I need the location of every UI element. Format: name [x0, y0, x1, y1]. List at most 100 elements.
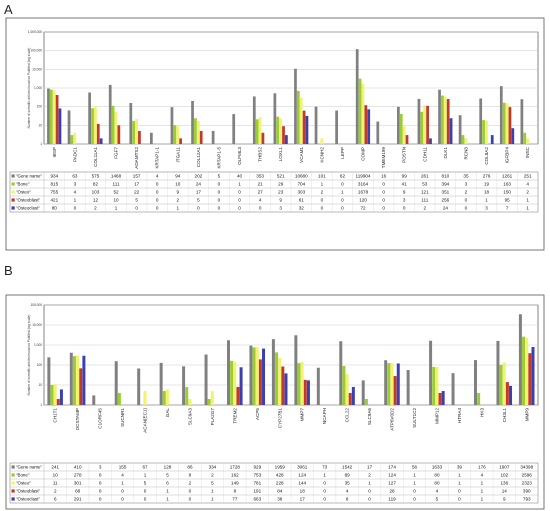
p0-category-label: INSC	[525, 146, 530, 158]
p0-table-cell: 353	[256, 174, 264, 179]
p1-category-label: DCSTAMP	[75, 408, 80, 430]
p1-table-cell: 0	[99, 497, 102, 502]
p1-data-table: "Gene name" 241 410 3 155 67 128 86 334 1728 929 19…	[9, 462, 539, 504]
p0-table-cell: 94	[175, 174, 181, 179]
p0-bar-osteo	[73, 132, 77, 144]
p1-bar-osteo	[233, 361, 237, 405]
p1-table-cell: 10	[53, 473, 59, 478]
p1-bar-bone	[297, 363, 301, 405]
p1-bar-osteoclast	[306, 380, 310, 405]
p1-category-label: CYP27B1	[277, 408, 282, 429]
p0-table-cell: 101	[318, 174, 326, 179]
p1-y-tick-label: 1	[40, 403, 42, 407]
p1-table-cell: 1607	[499, 465, 510, 470]
p0-bar-bone	[173, 125, 177, 144]
p0-bar-gene	[376, 121, 380, 144]
p1-bar-bone	[72, 356, 76, 405]
p1-table-cell: 5	[211, 481, 214, 486]
p0-table-cell: 4	[74, 190, 77, 195]
p0-bar-osteoclast	[99, 138, 103, 144]
p1-bar-gene	[47, 357, 51, 405]
p0-table-cell: 0	[156, 190, 159, 195]
p0-bar-osteo	[361, 83, 365, 144]
p1-bar-osteo	[435, 366, 439, 405]
p0-bar-osteoblast	[508, 107, 512, 144]
p1-category-label: NCAPH	[322, 408, 327, 424]
p1-table-cell: 5	[144, 481, 147, 486]
p0-bar-gene	[294, 68, 297, 144]
p0-table-cell: 27	[258, 190, 264, 195]
p1-bar-osteoblast	[258, 359, 262, 405]
p0-table-cell: 61	[299, 198, 305, 203]
p1-category-label: MMP7	[300, 408, 305, 422]
p0-category-label: ADAMTS2	[134, 147, 139, 169]
p0-category-label: POSTN	[402, 147, 407, 163]
p0-legend-swatch-bone	[11, 182, 15, 186]
p0-bar-osteo	[423, 105, 427, 144]
p0-bar-bone	[441, 95, 444, 144]
p0-table-cell: 4	[259, 198, 262, 203]
p0-bar-osteo	[526, 138, 530, 144]
p0-bar-osteoblast	[405, 135, 409, 144]
p0-table-cell: 7	[506, 206, 509, 211]
p1-table-cell: 73	[322, 465, 328, 470]
p1-table-cell: 410	[74, 465, 82, 470]
p0-bar-bone	[276, 116, 280, 144]
p1-bar-bone	[50, 385, 54, 405]
p1-table-cell: 1633	[432, 465, 443, 470]
p1-bar-osteoblast	[281, 366, 285, 405]
p0-bar-bone	[296, 90, 300, 144]
p0-table-cell: 23	[278, 190, 284, 195]
p0-table-cell: 1	[485, 198, 488, 203]
p0-table-cell: 3	[485, 206, 488, 211]
p0-table-cell: 934	[50, 174, 58, 179]
p1-bar-osteoblast	[303, 379, 307, 405]
p1-category-label: TREM2	[232, 408, 237, 424]
p1-table-cell: 793	[523, 497, 531, 502]
p1-category-label: CH1T1	[53, 408, 58, 423]
panel-letter-b: B	[4, 263, 13, 278]
p0-table-cell: 0	[74, 206, 77, 211]
p1-bar-osteoclast	[396, 363, 400, 405]
p0-category-label: COL12A1	[196, 147, 201, 168]
p0-table-cell: 22	[134, 190, 140, 195]
p1-table-cell: 102	[500, 473, 508, 478]
p0-table-cell: 521	[277, 174, 285, 179]
p1-table-cell: 17	[367, 465, 373, 470]
p1-table-cell: 127	[388, 481, 396, 486]
p1-table-cell: 2	[368, 473, 371, 478]
p0-bar-gene	[273, 93, 277, 144]
p1-bar-gene	[69, 352, 73, 405]
p1-bar-osteo	[53, 384, 57, 405]
p0-table-cell: 72	[360, 206, 366, 211]
p0-bar-osteoclast	[429, 138, 432, 144]
p1-bar-osteoblast	[393, 376, 397, 405]
p1-table-cell: 1	[121, 481, 124, 486]
p0-table-cell: 0	[238, 190, 241, 195]
p1-y-tick-label: 100,000	[30, 303, 42, 307]
p1-bar-bone	[342, 366, 346, 405]
p0-bar-bone	[482, 120, 485, 144]
p1-legend-swatch-osteo	[11, 481, 15, 485]
p0-bar-osteoclast	[285, 135, 288, 144]
p0-bar-osteo	[485, 120, 488, 144]
p1-table-cell: 1	[481, 481, 484, 486]
p0-category-label: COL8A2	[484, 147, 489, 165]
p0-table-cell: 9	[403, 190, 406, 195]
p1-y-axis-label: Number of scientific articles found on P…	[27, 315, 31, 396]
p0-table-cell: 163	[503, 182, 511, 187]
p1-table-cell: 89	[345, 473, 351, 478]
p1-category-label: CCL22	[345, 408, 350, 423]
p1-table-cell: 128	[164, 465, 172, 470]
p1-bar-osteo	[210, 391, 214, 405]
p0-bar-gene	[499, 86, 503, 144]
p0-table-cell: 17	[134, 182, 140, 187]
p1-bar-gene	[316, 367, 320, 405]
p0-bar-osteo	[402, 126, 406, 144]
p0-table-cell: 1678	[358, 190, 369, 195]
p0-category-label: LEPP	[340, 147, 345, 159]
p0-bar-osteo	[443, 96, 447, 144]
p1-category-label: MMP9	[524, 408, 529, 422]
p1-bar-gene	[429, 340, 433, 405]
p0-y-tick-label: 10	[38, 123, 42, 127]
